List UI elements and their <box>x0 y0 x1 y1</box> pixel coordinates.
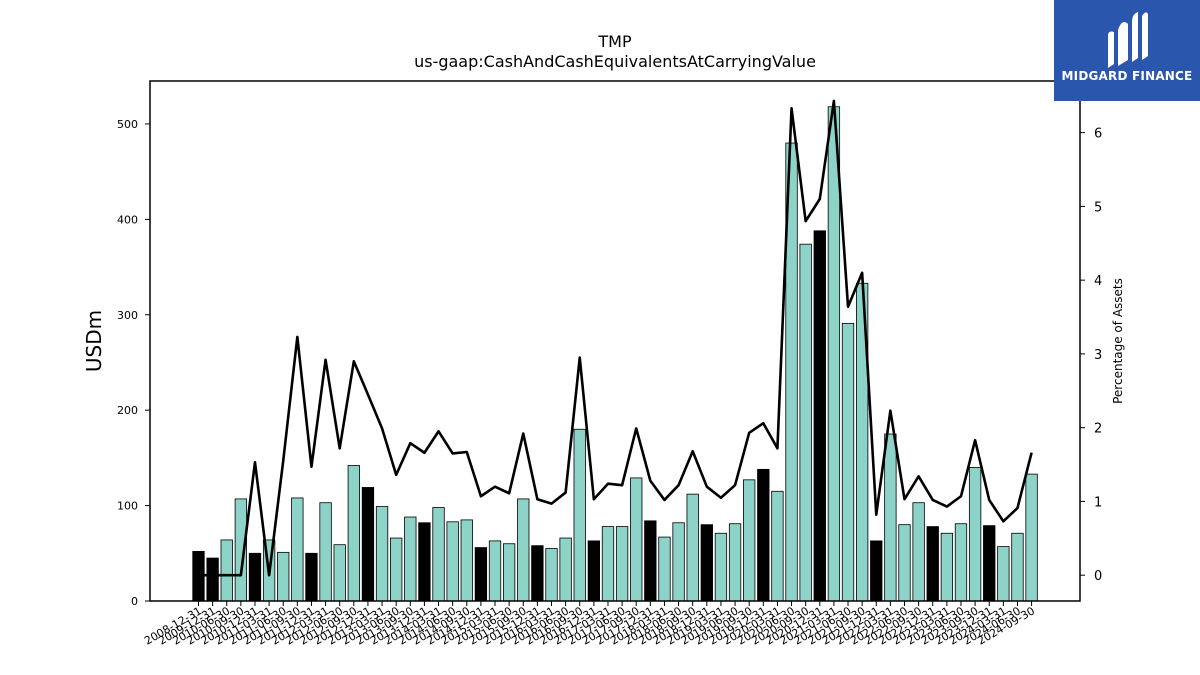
bar <box>390 537 403 602</box>
bar <box>700 524 713 602</box>
bar <box>630 477 643 602</box>
brand-logo: MIDGARD FINANCE <box>1054 0 1200 101</box>
bar <box>827 106 841 602</box>
bar <box>728 523 742 602</box>
bar <box>418 522 431 602</box>
bar <box>319 502 332 602</box>
bar <box>743 479 756 602</box>
bar <box>813 230 826 602</box>
bar <box>305 552 318 602</box>
bar <box>361 487 375 602</box>
bar <box>926 526 939 602</box>
chart-subtitle: us-gaap:CashAndCashEquivalentsAtCarrying… <box>414 52 816 71</box>
y-tick-label-right: 6 <box>1094 127 1102 142</box>
y-tick-label-right: 4 <box>1094 274 1102 289</box>
bar <box>517 498 530 602</box>
bar <box>658 536 671 602</box>
bar <box>1011 532 1024 602</box>
y-tick-label-left: 300 <box>117 309 138 322</box>
bar <box>672 522 685 602</box>
bar <box>545 548 558 602</box>
bar <box>404 516 417 602</box>
y-tick-label-left: 500 <box>117 118 138 131</box>
y-tick-label-right: 0 <box>1094 569 1102 584</box>
bar <box>615 526 629 602</box>
bar <box>954 523 968 602</box>
bar <box>644 520 657 602</box>
bar <box>488 540 502 602</box>
brand-name: MIDGARD FINANCE <box>1061 69 1193 83</box>
bar <box>997 546 1010 602</box>
bar <box>375 506 389 602</box>
bar <box>573 428 586 602</box>
bar <box>912 502 925 602</box>
logo-mark-icon <box>1108 12 1148 68</box>
bar <box>220 539 233 602</box>
bar <box>870 540 883 602</box>
bar <box>446 521 459 602</box>
bar <box>531 545 544 602</box>
y-tick-label-right: 3 <box>1094 348 1102 363</box>
bar <box>502 543 516 602</box>
bar <box>940 532 954 602</box>
bar <box>291 497 304 602</box>
bar <box>587 540 601 602</box>
bar <box>983 525 996 602</box>
bar <box>898 524 911 602</box>
plot-frame <box>149 80 1081 602</box>
y-tick-label-right: 2 <box>1094 422 1102 437</box>
y-tick-label-left: 100 <box>117 500 138 513</box>
bar <box>347 465 360 602</box>
bar <box>206 557 219 602</box>
bar <box>799 243 812 602</box>
bar <box>714 532 728 602</box>
bar <box>432 507 445 602</box>
bar <box>277 551 290 602</box>
percentage-line <box>198 99 1033 577</box>
bar <box>474 547 488 602</box>
y-tick-label-left: 0 <box>131 595 138 608</box>
bar <box>757 468 770 602</box>
bar <box>968 467 982 602</box>
bar <box>771 490 784 602</box>
bar <box>248 552 262 602</box>
bar <box>686 493 699 602</box>
bar <box>1025 473 1038 602</box>
y-tick-label-right: 5 <box>1094 200 1102 215</box>
y-tick-label-left: 400 <box>117 213 138 226</box>
bar <box>460 519 473 602</box>
bar <box>333 544 346 602</box>
bar <box>601 526 615 602</box>
bar <box>841 322 855 602</box>
y-tick-label-left: 200 <box>117 404 138 417</box>
bar <box>884 433 897 602</box>
y-tick-label-right: 1 <box>1094 495 1102 510</box>
bar <box>559 537 572 602</box>
chart-title: TMP <box>598 32 632 51</box>
